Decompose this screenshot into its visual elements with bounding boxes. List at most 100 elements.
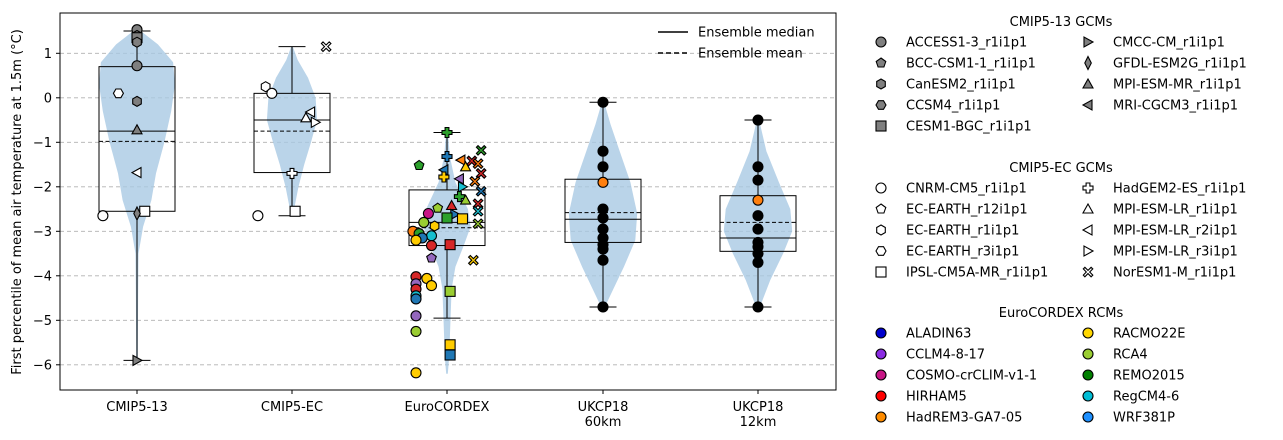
- data-point: [132, 36, 142, 48]
- data-point: [457, 180, 469, 193]
- legend-group-title: CMIP5-13 GCMs: [1010, 15, 1113, 30]
- legend-entry-label: HadGEM2-ES_r1i1p1: [1113, 182, 1246, 197]
- legend-marker: [875, 182, 887, 194]
- data-point: [444, 349, 456, 361]
- legend-entry-label: CNRM-CM5_r1i1p1: [906, 182, 1027, 197]
- data-point: [453, 172, 464, 185]
- data-point: [453, 191, 465, 203]
- legend-entry-label: GFDL-ESM2G_r1i1p1: [1113, 57, 1247, 72]
- legend-group-1: CMIP5-EC GCMs CNRM-CM5_r1i1p1 EC-EARTH_r12…: [875, 161, 1246, 281]
- legend-marker: [875, 327, 887, 339]
- legend-line-label: Ensemble mean: [698, 47, 803, 62]
- data-point: [752, 223, 764, 235]
- legend-entry-label: IPSL-CM5A-MR_r1i1p1: [906, 266, 1048, 281]
- data-point: [310, 116, 322, 129]
- legend-entry-label: MPI-ESM-LR_r2i1p1: [1113, 224, 1238, 239]
- x-tick-label: 60km: [585, 415, 622, 430]
- legend-group-0: CMIP5-13 GCMs ACCESS1-3_r1i1p1 BCC-CSM1-1_…: [875, 15, 1247, 135]
- data-point: [597, 161, 609, 173]
- data-point: [304, 106, 316, 118]
- data-point: [469, 175, 481, 187]
- data-point: [472, 158, 484, 170]
- data-point: [597, 212, 609, 224]
- violin-1: [266, 46, 318, 216]
- data-point: [133, 205, 141, 222]
- legend-marker: [1082, 411, 1094, 423]
- data-point: [454, 154, 466, 167]
- legend-entry-label: MPI-ESM-LR_r1i1p1: [1113, 203, 1238, 218]
- legend-entry-label: WRF381P: [1113, 411, 1175, 426]
- y-axis-label: First percentile of mean air temperature…: [10, 29, 25, 375]
- legend-entry-label: HadREM3-GA7-05: [906, 411, 1022, 426]
- legend-marker: [875, 36, 887, 48]
- legend-entry-label: ACCESS1-3_r1i1p1: [906, 36, 1027, 51]
- data-point: [444, 239, 456, 251]
- x-tick-label: 12km: [740, 415, 777, 430]
- data-point: [475, 185, 487, 197]
- legend-entry-label: CMCC-CM_r1i1p1: [1113, 36, 1225, 51]
- legend-marker: [1081, 224, 1093, 236]
- legend-marker: [875, 390, 887, 402]
- data-point: [425, 280, 438, 292]
- legend-entry-label: RCA4: [1113, 348, 1148, 363]
- legend-entry-label: RACMO22E: [1113, 327, 1185, 342]
- data-point: [752, 301, 764, 313]
- legend-entry-label: CCLM4-8-17: [906, 348, 985, 363]
- legend-marker: [1081, 99, 1093, 111]
- data-point: [597, 145, 609, 157]
- data-point: [410, 293, 422, 305]
- legend-entry-label: ALADIN63: [906, 327, 971, 342]
- data-point: [467, 254, 479, 266]
- legend-entry-label: REMO2015: [1113, 369, 1185, 384]
- data-point: [475, 144, 487, 156]
- data-point: [475, 167, 487, 179]
- legend-entry-label: NorESM1-M_r1i1p1: [1113, 266, 1236, 281]
- data-point: [472, 218, 484, 230]
- legend-marker: [1082, 202, 1094, 214]
- data-point: [112, 88, 125, 99]
- data-point: [139, 205, 151, 217]
- legend-entry-label: EC-EARTH_r1i1p1: [906, 224, 1019, 239]
- y-tick-label: −5: [33, 314, 52, 329]
- data-point: [597, 254, 609, 266]
- data-point: [459, 160, 472, 172]
- data-point: [410, 367, 422, 379]
- data-point: [410, 310, 422, 322]
- y-tick-label: −2: [33, 180, 52, 195]
- data-point: [432, 202, 444, 213]
- data-point: [441, 212, 453, 224]
- legend-marker: [1082, 369, 1094, 381]
- x-tick-label: CMIP5-13: [106, 400, 167, 415]
- data-point: [441, 126, 453, 139]
- legend-marker: [1082, 390, 1094, 402]
- data-point: [438, 171, 450, 183]
- legend-entry-label: MPI-ESM-MR_r1i1p1: [1113, 78, 1242, 93]
- data-point: [752, 161, 764, 173]
- data-point: [410, 234, 422, 246]
- plot-area: 1 0 −1 −2 −3 −4 −5 −6 CMIP5-13 CMIP5-EC EuroCORDEX…: [33, 12, 837, 430]
- plot-frame: [59, 12, 837, 391]
- legend-marker: [1082, 327, 1094, 339]
- legend-entry-label: CCSM4_r1i1p1: [906, 99, 1000, 114]
- data-point: [425, 239, 438, 252]
- legend-entry-label: MRI-CGCM3_r1i1p1: [1113, 99, 1238, 114]
- legend-entry-label: CanESM2_r1i1p1: [906, 78, 1016, 93]
- data-point: [131, 123, 143, 135]
- data-point: [597, 301, 609, 313]
- legend-marker: [876, 224, 886, 236]
- data-point: [320, 41, 332, 53]
- data-point: [260, 81, 271, 93]
- data-point: [752, 174, 764, 186]
- data-point: [252, 210, 264, 222]
- y-tick-label: −3: [33, 225, 52, 240]
- legend-marker: [1084, 55, 1092, 71]
- legend-marker: [875, 57, 887, 68]
- data-point: [444, 285, 456, 297]
- legend-marker: [875, 266, 887, 278]
- x-tick-label: EuroCORDEX: [405, 400, 490, 415]
- x-tick-label: UKCP18: [578, 400, 629, 415]
- data-point: [286, 167, 298, 179]
- legend-marker: [1082, 266, 1094, 278]
- legend-marker: [875, 348, 887, 360]
- data-point: [752, 114, 764, 126]
